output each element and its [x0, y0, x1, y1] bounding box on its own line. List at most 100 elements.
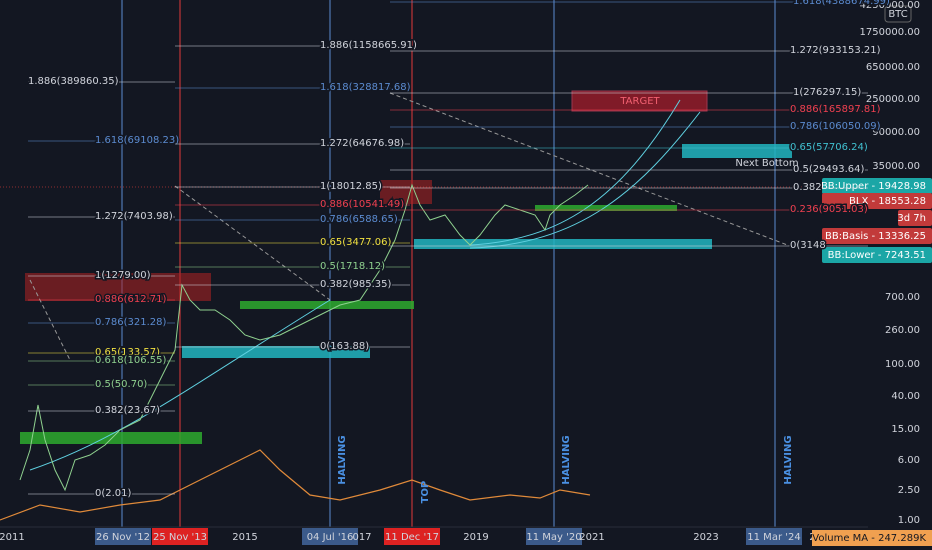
price-tag-label: Volume MA - 247.289K [812, 533, 926, 544]
halving-label: HALVING [783, 435, 794, 484]
price-label: 35000.00 [872, 161, 920, 172]
price-label: 1.00 [898, 515, 920, 526]
time-marker [152, 528, 208, 545]
next-bottom-label: Next Bottom [735, 158, 798, 169]
fib-label: 0.236(9051.03) [790, 204, 868, 215]
fib-label: 1.272(933153.21) [790, 45, 881, 56]
price-label: 15.00 [891, 424, 920, 435]
zone [535, 205, 677, 211]
fib-label: 0.382 [793, 182, 822, 193]
zone [380, 180, 432, 204]
zone [682, 144, 792, 158]
halving-label: HALVING [337, 435, 348, 484]
time-marker [95, 528, 151, 545]
zone [20, 432, 202, 444]
time-label: 2015 [232, 532, 257, 543]
time-label: 11 Dec '17 [385, 532, 439, 543]
fib-label: 0(2.01) [95, 488, 132, 499]
price-label: 250000.00 [866, 94, 920, 105]
time-label: 25 Nov '13 [153, 532, 207, 543]
time-label: 2011 [0, 532, 25, 543]
price-series [19, 183, 589, 492]
time-label: 11 Mar '24 [747, 532, 800, 543]
fib-label: 0.786(6588.65) [320, 214, 398, 225]
zone [240, 301, 414, 309]
time-label: 2023 [693, 532, 718, 543]
fib-label: 1.272(7403.98) [95, 211, 173, 222]
zone [182, 346, 370, 358]
price-tag [812, 530, 932, 546]
fib-label: 1.618(4388674.99) [793, 0, 890, 7]
price-tag [822, 247, 932, 263]
fib-label: 0.65(57706.24) [790, 142, 868, 153]
price-tag [822, 193, 932, 209]
time-marker [526, 528, 582, 545]
fib-label: 0.5(50.70) [95, 379, 147, 390]
top-label: TOP [420, 481, 431, 504]
price-label: 700.00 [885, 292, 920, 303]
zone [25, 273, 211, 301]
time-label: 2021 [579, 532, 604, 543]
price-label: 100.00 [885, 359, 920, 370]
time-marker [302, 528, 358, 545]
price-axis [868, 0, 932, 527]
fib-label: 0(163.88) [320, 341, 369, 352]
fib-label: 0.618(106.55) [95, 355, 167, 366]
price-tag-label: BB:Upper - 19428.98 [821, 181, 926, 192]
fib-label: 1(276297.15) [793, 87, 861, 98]
fib-label: 1.618(328817.68) [320, 82, 411, 93]
halving-label: HALVING [561, 435, 572, 484]
fib-label: 0.886(10541.49) [320, 199, 404, 210]
curve [29, 299, 331, 471]
price-label: 90000.00 [872, 127, 920, 138]
fib-label: 1.886(389860.35) [28, 76, 119, 87]
volume-ma [0, 449, 591, 521]
fib-label: 0.5(1718.12) [320, 261, 385, 272]
price-label: 1750000.00 [860, 27, 920, 38]
time-label: 26 Nov '12 [96, 532, 150, 543]
price-tag [822, 178, 932, 194]
fib-label: 1(1279.00) [95, 270, 151, 281]
price-label: 4250000.00 [860, 0, 920, 11]
symbol-badge [884, 5, 912, 23]
price-tag-label: 3d 7h [897, 213, 926, 224]
fib-label: 0.5(29493.64) [793, 164, 865, 175]
price-label: 2.50 [898, 485, 920, 496]
trend-line [29, 279, 71, 361]
zone [414, 239, 712, 249]
time-marker [384, 528, 440, 545]
price-tag-label: BLX - 18553.28 [849, 196, 926, 207]
fib-label: 1.886(1158665.91) [320, 40, 417, 51]
curve [469, 99, 681, 246]
fib-label: 0(3148 [790, 240, 826, 251]
curve [469, 111, 701, 249]
time-label: 2019 [463, 532, 488, 543]
price-label: 40.00 [891, 391, 920, 402]
fib-label: 0.786(106050.09) [790, 121, 881, 132]
target-label: TARGET [619, 96, 660, 107]
fib-label: 0.886(165897.81) [790, 104, 881, 115]
price-tag-label: BB:Basis - 13336.25 [825, 231, 926, 242]
trend-line [389, 92, 791, 247]
fib-label: 1(18012.85) [320, 181, 382, 192]
fib-label: 1.272(64676.98) [320, 138, 404, 149]
fib-label: 0.886(612.71) [95, 294, 167, 305]
fib-label: 0.382(985.35) [320, 279, 392, 290]
time-label: 017 [352, 532, 371, 543]
fib-label: 1.618(69108.23) [95, 135, 179, 146]
price-tag [898, 210, 932, 226]
fib-label: 0.65(133.57) [95, 347, 160, 358]
price-label: 6.00 [898, 455, 920, 466]
symbol: BTC [888, 9, 907, 20]
fib-label: 0.65(3477.06) [320, 237, 392, 248]
time-marker [746, 528, 802, 545]
target-zone [571, 90, 708, 112]
time-label: 11 May '20 [526, 532, 581, 543]
price-label: 650000.00 [866, 62, 920, 73]
time-label: 04 Jul '16 [307, 532, 354, 543]
price-label: 260.00 [885, 325, 920, 336]
price-tag [822, 228, 932, 244]
fib-label: 0.382(23.67) [95, 405, 160, 416]
price-tag-label: BB:Lower - 7243.51 [828, 250, 926, 261]
